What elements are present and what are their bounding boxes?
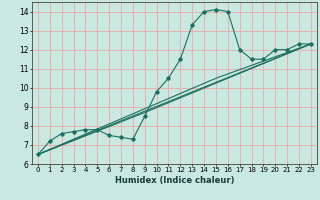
X-axis label: Humidex (Indice chaleur): Humidex (Indice chaleur)	[115, 176, 234, 185]
